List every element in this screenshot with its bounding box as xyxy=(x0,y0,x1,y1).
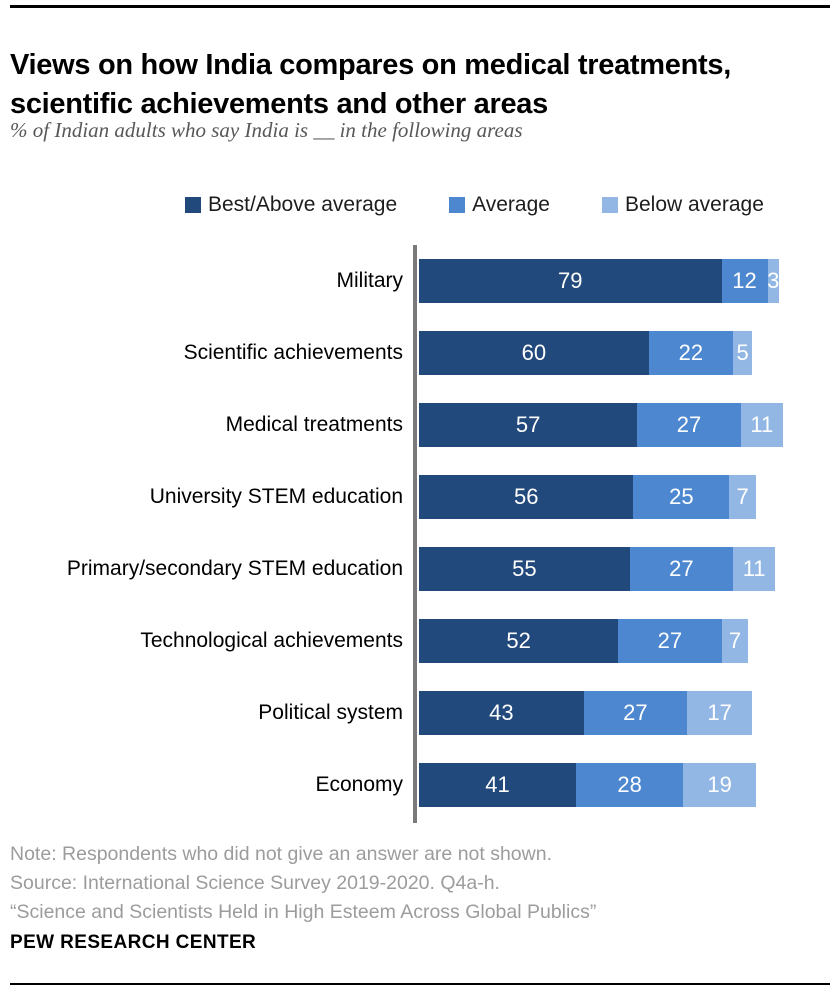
bar-value-label: 57 xyxy=(515,412,541,437)
bar-segment-best-above-average: 79 xyxy=(419,259,722,303)
category-label: Medical treatments xyxy=(225,413,403,436)
bar-segment-below-average: 3 xyxy=(767,259,780,303)
category-label: Military xyxy=(336,269,404,292)
pew-research-center-logo: PEW RESEARCH CENTER xyxy=(10,932,257,953)
chart-row: University STEM education 56 25 7 xyxy=(0,461,840,533)
bar-segment-average: 27 xyxy=(618,619,722,663)
bar-segment-below-average: 11 xyxy=(733,547,776,591)
chart-row: Military 79 12 3 xyxy=(0,245,840,317)
bar-value-label: 27 xyxy=(669,556,694,581)
bar-value-label: 5 xyxy=(736,340,749,365)
bar-stack: 41 28 19 xyxy=(419,763,757,807)
chart-row: Primary/secondary STEM education 55 27 11 xyxy=(0,533,840,605)
chart-row: Economy 41 28 19 xyxy=(0,749,840,821)
category-label: Economy xyxy=(315,773,403,796)
bar-segment-below-average: 7 xyxy=(729,475,757,519)
top-divider xyxy=(10,5,830,8)
legend-label: Average xyxy=(472,193,550,216)
bar-segment-below-average: 19 xyxy=(683,763,757,807)
bar-stack: 55 27 11 xyxy=(419,547,776,591)
bar-value-label: 25 xyxy=(669,484,694,509)
bar-segment-best-above-average: 57 xyxy=(419,403,638,447)
legend-label: Below average xyxy=(624,193,764,216)
bar-segment-below-average: 11 xyxy=(740,403,783,447)
bar-segment-average: 27 xyxy=(629,547,734,591)
bar-value-label: 27 xyxy=(657,628,683,653)
bar-value-label: 79 xyxy=(558,268,583,293)
legend-swatch-icon xyxy=(185,197,201,213)
bar-segment-average: 28 xyxy=(576,763,684,807)
bar-value-label: 17 xyxy=(707,700,732,725)
bar-stack: 60 22 5 xyxy=(419,331,753,375)
legend-item-0: Best/Above average xyxy=(185,193,397,217)
bar-value-label: 11 xyxy=(742,556,766,581)
legend-swatch-icon xyxy=(449,197,466,213)
legend-item-1: Average xyxy=(449,193,550,217)
chart-row: Scientific achievements 60 22 5 xyxy=(0,317,840,389)
bar-value-label: 19 xyxy=(707,772,732,797)
bar-segment-average: 27 xyxy=(583,691,688,735)
bar-value-label: 43 xyxy=(489,700,514,725)
bar-segment-average: 27 xyxy=(637,403,741,447)
bar-segment-best-above-average: 43 xyxy=(419,691,584,735)
note-line: Note: Respondents who did not give an an… xyxy=(10,843,553,865)
bar-stack: 56 25 7 xyxy=(419,475,757,519)
bar-value-label: 28 xyxy=(617,772,642,797)
bar-segment-average: 22 xyxy=(648,331,734,375)
bar-segment-below-average: 7 xyxy=(721,619,749,663)
bar-segment-best-above-average: 52 xyxy=(419,619,619,663)
bar-value-label: 3 xyxy=(767,268,780,293)
bar-value-label: 56 xyxy=(513,484,539,509)
bar-value-label: 22 xyxy=(678,340,704,365)
page-title-line2: scientific achievements and other areas xyxy=(10,88,548,121)
category-label: Primary/secondary STEM education xyxy=(66,557,403,580)
bar-stack: 43 27 17 xyxy=(419,691,753,735)
page-title-line1: Views on how India compares on medical t… xyxy=(10,49,731,82)
bar-value-label: 60 xyxy=(521,340,547,365)
bottom-divider xyxy=(10,983,830,985)
bar-stack: 52 27 7 xyxy=(419,619,749,663)
bar-stack: 79 12 3 xyxy=(419,259,779,303)
chart-row: Medical treatments 57 27 11 xyxy=(0,389,840,461)
chart-rows: Military 79 12 3 Scientific achievements 60 22… xyxy=(0,245,840,821)
bar-value-label: 7 xyxy=(736,484,749,509)
legend-label: Best/Above average xyxy=(208,193,398,216)
legend-swatch-icon xyxy=(601,197,618,213)
bar-segment-below-average: 17 xyxy=(687,691,753,735)
bar-value-label: 12 xyxy=(732,268,757,293)
bar-segment-below-average: 5 xyxy=(733,331,753,375)
bar-segment-best-above-average: 56 xyxy=(419,475,634,519)
category-label: Political system xyxy=(258,701,403,724)
bar-value-label: 11 xyxy=(750,412,774,437)
category-label: Scientific achievements xyxy=(183,341,403,364)
bar-segment-best-above-average: 60 xyxy=(419,331,649,375)
y-axis-line xyxy=(413,245,417,823)
source-line: Source: International Science Survey 201… xyxy=(10,872,500,894)
chart-row: Technological achievements 52 27 7 xyxy=(0,605,840,677)
bar-value-label: 27 xyxy=(623,700,648,725)
category-label: Technological achievements xyxy=(140,629,403,652)
legend-item-2: Below average xyxy=(601,193,764,217)
bar-value-label: 55 xyxy=(512,556,537,581)
bar-value-label: 52 xyxy=(506,628,531,653)
report-title-line: “Science and Scientists Held in High Est… xyxy=(10,901,597,923)
chart-subtitle: % of Indian adults who say India is __ i… xyxy=(10,118,523,142)
bar-segment-average: 25 xyxy=(633,475,730,519)
footnotes: Note: Respondents who did not give an an… xyxy=(10,840,596,927)
chart-row: Political system 43 27 17 xyxy=(0,677,840,749)
stacked-bar-chart: Military 79 12 3 Scientific achievements 60 22… xyxy=(0,245,840,823)
bar-segment-average: 12 xyxy=(721,259,768,303)
bar-segment-best-above-average: 55 xyxy=(419,547,630,591)
bar-value-label: 41 xyxy=(485,772,510,797)
bar-stack: 57 27 11 xyxy=(419,403,783,447)
bar-segment-best-above-average: 41 xyxy=(419,763,577,807)
page-title: Views on how India compares on medical t… xyxy=(10,46,830,124)
bar-value-label: 27 xyxy=(676,412,702,437)
bar-value-label: 7 xyxy=(728,628,742,653)
category-label: University STEM education xyxy=(149,485,403,508)
chart-legend: Best/Above average Average Below average xyxy=(185,193,764,217)
